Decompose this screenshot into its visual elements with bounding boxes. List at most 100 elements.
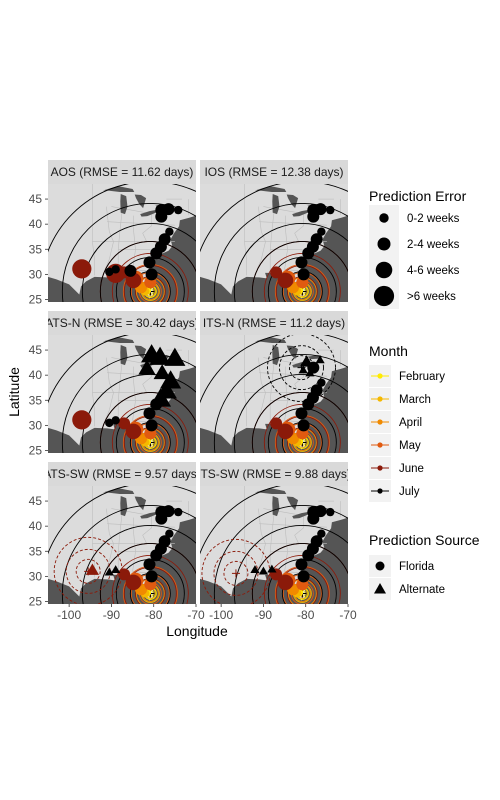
point-florida xyxy=(295,407,308,420)
legend-dot xyxy=(377,419,383,425)
y-tick-label: 40 xyxy=(29,368,43,382)
legend-label: April xyxy=(399,417,422,429)
state-border xyxy=(284,215,288,270)
state-border xyxy=(294,514,304,544)
legend-label: March xyxy=(399,394,431,406)
x-tick-label: -80 xyxy=(297,608,315,622)
legend-size-symbol xyxy=(379,213,389,223)
facet-strip-label: AOS (RMSE = 11.62 days) xyxy=(51,165,194,179)
legend-label: 2-4 weeks xyxy=(407,239,460,251)
contour-ring xyxy=(233,525,348,604)
facet-plot xyxy=(200,184,348,302)
y-axis-title: Latitude xyxy=(6,367,22,417)
y-tick-label: 45 xyxy=(29,192,43,206)
lake xyxy=(103,337,135,343)
state-border xyxy=(294,212,304,242)
lake xyxy=(286,194,299,209)
point-florida xyxy=(143,407,156,420)
point-alternate xyxy=(250,565,260,574)
y-tick-label: 45 xyxy=(29,494,43,508)
legend-label: Florida xyxy=(399,561,435,573)
point-alternate xyxy=(104,567,114,576)
facet-strip xyxy=(200,311,348,335)
x-tick-label: -70 xyxy=(339,608,357,622)
state-border xyxy=(117,211,123,273)
lake xyxy=(272,345,280,366)
point-florida xyxy=(317,529,326,538)
point-alternate xyxy=(298,365,308,374)
legend-prediction-source: Prediction Source Florida Alternate xyxy=(369,532,480,600)
point-alternate xyxy=(164,347,186,366)
x-tick-label: -100 xyxy=(57,608,81,622)
point-alternate xyxy=(315,355,325,364)
state-border xyxy=(92,335,95,427)
y-tick-label: 25 xyxy=(29,443,43,457)
state-border xyxy=(244,184,247,276)
point-florida xyxy=(111,265,120,274)
lake xyxy=(292,209,310,217)
facet-plot xyxy=(200,486,348,604)
legend-dot xyxy=(377,442,383,448)
point-alternate xyxy=(149,388,172,407)
lake xyxy=(120,194,128,215)
state-border xyxy=(142,514,152,544)
legend-dot xyxy=(377,373,383,379)
point-florida xyxy=(105,418,114,428)
facet-strip xyxy=(48,462,196,486)
legend-dot xyxy=(377,465,383,471)
facet-strip-label: ITS-SW (RMSE = 9.88 days) xyxy=(197,467,351,481)
legend-label: 0-2 weeks xyxy=(407,213,460,225)
facet-plot xyxy=(48,335,196,453)
point-florida xyxy=(270,417,283,430)
legend-triangle-symbol xyxy=(374,583,386,594)
facet-strip-label: ATS-SW (RMSE = 9.57 days) xyxy=(43,467,200,481)
y-tick-label: 35 xyxy=(29,393,43,407)
point-florida xyxy=(314,505,327,518)
state-border xyxy=(132,215,136,270)
center-cross xyxy=(231,569,240,578)
facet-strip-label: IOS (RMSE = 12.38 days) xyxy=(204,165,343,179)
facet-plot xyxy=(48,486,196,604)
lake xyxy=(272,496,280,517)
point-florida xyxy=(326,205,335,215)
lake xyxy=(272,194,280,215)
x-tick-label: -70 xyxy=(187,608,205,622)
legend-dot xyxy=(377,396,383,402)
state-border xyxy=(269,211,275,273)
point-alternate xyxy=(149,346,171,365)
lake xyxy=(292,511,310,519)
point-florida xyxy=(310,535,323,548)
point-alternate xyxy=(267,564,277,573)
legend-month: Month February March April May June July xyxy=(369,343,445,502)
facet-plot xyxy=(200,335,348,453)
point-florida xyxy=(105,267,114,277)
legend-label: February xyxy=(399,371,445,383)
point-alternate xyxy=(138,359,156,375)
point-florida xyxy=(125,423,142,440)
axes: 25 30 35 40 45 25 30 35 40 45 25 30 35 40 45 -100 -90 -8… xyxy=(6,192,357,639)
point-florida xyxy=(143,256,156,269)
lake xyxy=(134,194,147,209)
state-border xyxy=(117,513,123,575)
y-tick-label: 30 xyxy=(29,267,43,281)
y-tick-label: 30 xyxy=(29,418,43,432)
legend-title: Prediction Source xyxy=(369,532,480,548)
point-alternate xyxy=(85,563,100,575)
state-border xyxy=(244,486,247,578)
point-florida xyxy=(118,568,131,581)
lake xyxy=(134,345,147,360)
legend-label: Alternate xyxy=(399,584,445,596)
facet-strip xyxy=(48,160,196,184)
lake xyxy=(286,496,299,511)
y-tick-label: 35 xyxy=(29,544,43,558)
contour-ring xyxy=(233,223,348,302)
contour-ring xyxy=(201,538,271,604)
y-tick-label: 40 xyxy=(29,217,43,231)
point-florida xyxy=(277,423,294,440)
lake xyxy=(140,209,158,217)
contour-ring xyxy=(99,543,196,604)
legend-size-symbol xyxy=(373,285,395,307)
facet-strip-label: ATS-N (RMSE = 30.42 days) xyxy=(45,316,199,330)
contour-ring xyxy=(279,345,324,391)
facet-panel: ATS-N (RMSE = 30.42 days) xyxy=(45,311,199,453)
